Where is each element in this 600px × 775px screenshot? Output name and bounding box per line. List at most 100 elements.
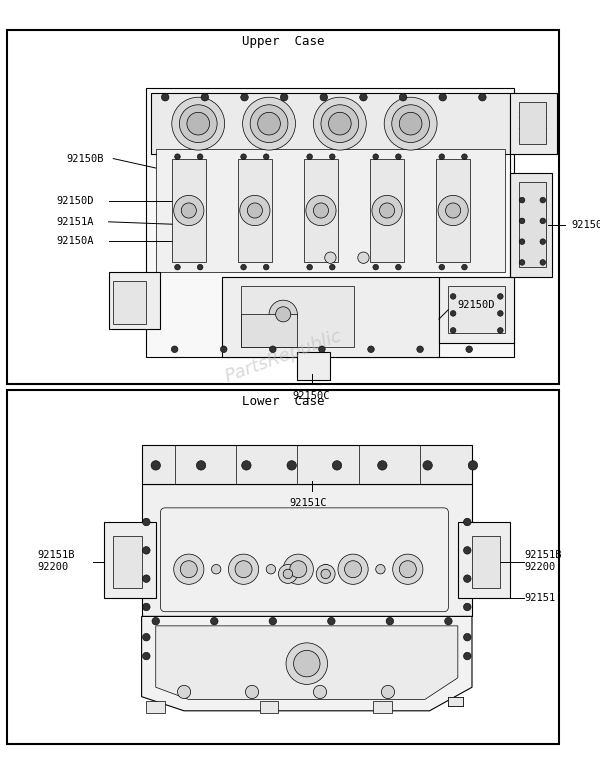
Circle shape [235,561,252,577]
Circle shape [497,311,503,316]
Circle shape [175,264,181,270]
Circle shape [368,346,374,353]
Circle shape [187,112,209,135]
Bar [113,281,146,324]
Polygon shape [142,616,472,711]
Circle shape [242,460,251,470]
Circle shape [321,564,331,574]
Text: 92200: 92200 [524,563,555,572]
Circle shape [479,94,486,101]
Circle shape [461,154,467,160]
Bar [146,701,165,713]
Circle shape [307,264,313,270]
Text: 92200: 92200 [38,563,69,572]
Circle shape [376,564,385,574]
Circle shape [392,105,430,143]
Bar [146,88,514,356]
Text: 92150C: 92150C [293,391,330,401]
Circle shape [316,564,335,584]
Circle shape [466,346,472,353]
Circle shape [438,195,468,226]
Text: 92150: 92150 [571,219,600,229]
Bar [241,315,298,347]
Circle shape [307,154,313,160]
Circle shape [313,97,366,150]
Circle shape [439,94,446,101]
Bar [519,182,545,267]
Circle shape [173,554,204,584]
Circle shape [269,346,276,353]
Bar [510,173,552,277]
Circle shape [320,94,328,101]
Bar [156,149,505,272]
Bar [448,697,463,706]
Circle shape [540,198,545,203]
Circle shape [338,554,368,584]
Bar [113,536,142,588]
Circle shape [519,218,525,224]
Bar [458,522,510,598]
Circle shape [393,554,423,584]
Circle shape [287,460,296,470]
Circle shape [321,569,331,579]
Bar [260,701,278,713]
Bar [510,92,557,154]
Circle shape [540,239,545,244]
Circle shape [241,264,247,270]
Circle shape [143,653,150,660]
Bar [519,102,545,144]
Circle shape [143,575,150,583]
Text: 92150D: 92150D [458,300,496,310]
Circle shape [313,203,329,218]
Circle shape [143,603,150,611]
Circle shape [278,564,298,584]
Circle shape [245,685,259,698]
Circle shape [329,112,351,135]
Bar [298,352,331,381]
Circle shape [241,94,248,101]
Bar [151,92,510,154]
Bar [472,536,500,588]
Circle shape [540,260,545,265]
Circle shape [329,154,335,160]
Circle shape [181,203,196,218]
Polygon shape [156,626,458,700]
Circle shape [373,264,379,270]
Bar [109,272,160,329]
Circle shape [197,264,203,270]
Bar [448,286,505,333]
Circle shape [286,642,328,684]
Circle shape [151,460,160,470]
Circle shape [400,561,416,577]
Circle shape [197,154,203,160]
Circle shape [178,685,191,698]
Circle shape [358,252,369,264]
Circle shape [464,603,471,611]
Circle shape [450,328,456,333]
Circle shape [143,518,150,525]
Circle shape [417,346,424,353]
Circle shape [464,653,471,660]
Circle shape [242,97,295,150]
Circle shape [290,561,307,577]
Circle shape [175,154,181,160]
Bar [439,277,514,343]
Circle shape [400,112,422,135]
Circle shape [445,618,452,625]
Circle shape [384,97,437,150]
Text: 92151A: 92151A [56,217,94,227]
Bar [436,159,470,263]
Circle shape [263,264,269,270]
Bar [222,277,439,357]
Circle shape [359,94,367,101]
Circle shape [400,94,407,101]
Circle shape [143,633,150,641]
Circle shape [423,460,433,470]
Circle shape [152,618,160,625]
Circle shape [269,300,298,329]
Circle shape [293,650,320,677]
Bar [448,697,463,706]
Circle shape [439,154,445,160]
Circle shape [247,203,262,218]
Circle shape [464,518,471,525]
